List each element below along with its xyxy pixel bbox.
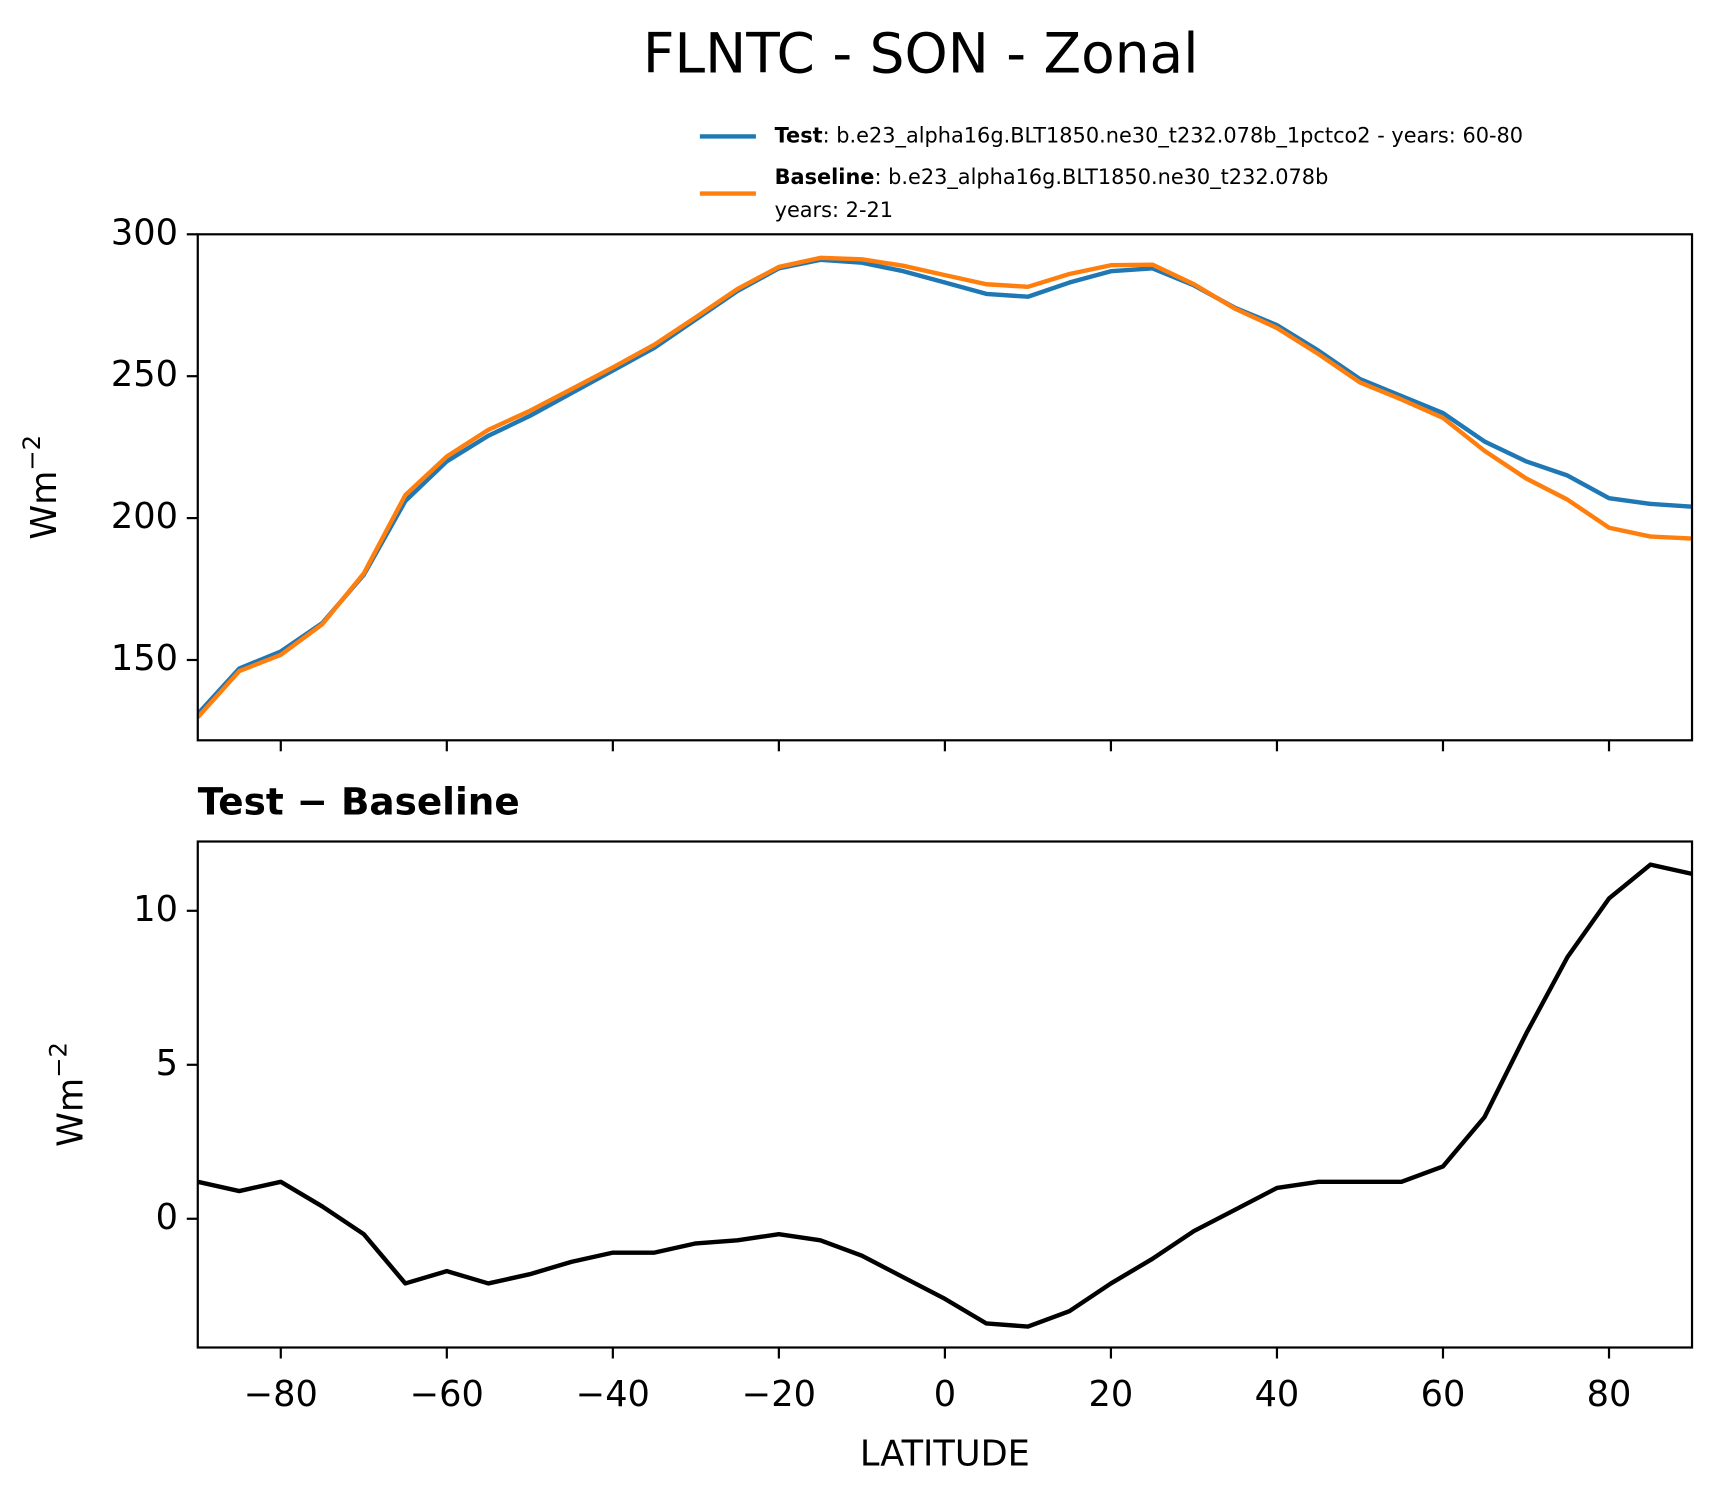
x-tick-label: −60 xyxy=(410,1374,484,1415)
legend-detail: : b.e23_alpha16g.BLT1850.ne30_t232.078b_… xyxy=(823,123,1523,147)
subplot-title: Test − Baseline xyxy=(198,780,520,824)
y-tick-label: 150 xyxy=(111,638,178,679)
y-axis-label-sup: −2 xyxy=(18,435,46,471)
x-tick-label: −20 xyxy=(742,1374,816,1415)
y-tick-label: 0 xyxy=(156,1197,178,1238)
y-axis-label-base: Wm xyxy=(24,471,65,540)
y-tick-label: 300 xyxy=(111,212,178,253)
y-tick-label: 5 xyxy=(156,1043,178,1084)
x-tick-label: −40 xyxy=(576,1374,650,1415)
legend-name: Test xyxy=(775,123,823,147)
legend-entry: Baseline: b.e23_alpha16g.BLT1850.ne30_t2… xyxy=(775,165,1329,189)
y-axis-label-sup: −2 xyxy=(44,1042,72,1078)
y-axis-label: Wm−2 xyxy=(18,435,65,540)
y-tick-label: 10 xyxy=(133,889,178,930)
x-axis-label: LATITUDE xyxy=(860,1433,1030,1474)
x-tick-label: 80 xyxy=(1587,1374,1632,1415)
data-line xyxy=(197,255,1693,719)
plot-area xyxy=(197,255,1693,719)
legend-name: Baseline xyxy=(775,165,875,189)
y-tick-label: 200 xyxy=(111,496,178,537)
legend-entry: Test: b.e23_alpha16g.BLT1850.ne30_t232.0… xyxy=(775,123,1523,147)
data-line xyxy=(197,257,1693,716)
plot-area xyxy=(197,862,1693,1329)
x-tick-label: 60 xyxy=(1421,1374,1466,1415)
axes-frame xyxy=(196,840,1694,1349)
chart-title: FLNTC - SON - Zonal xyxy=(643,21,1199,85)
data-line xyxy=(197,862,1693,1329)
legend-detail: : b.e23_alpha16g.BLT1850.ne30_t232.078b xyxy=(874,165,1328,189)
axes-frame xyxy=(196,233,1694,742)
y-tick-label: 250 xyxy=(111,354,178,395)
x-tick-label: 20 xyxy=(1089,1374,1134,1415)
x-tick-label: 40 xyxy=(1255,1374,1300,1415)
x-tick-label: 0 xyxy=(934,1374,956,1415)
y-axis-label-base: Wm xyxy=(51,1078,92,1147)
y-axis-label: Wm−2 xyxy=(44,1042,91,1147)
x-tick-label: −80 xyxy=(244,1374,318,1415)
legend-detail-line: years: 2-21 xyxy=(775,198,893,222)
